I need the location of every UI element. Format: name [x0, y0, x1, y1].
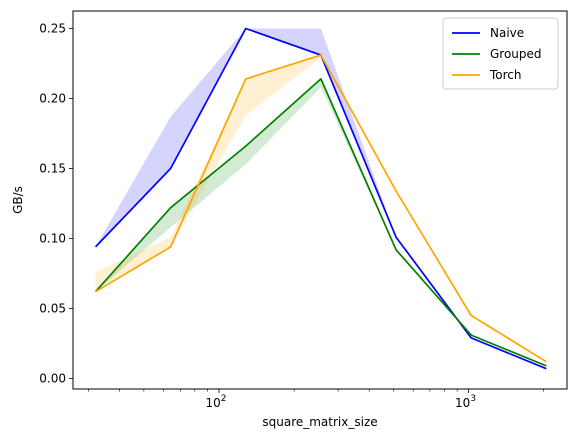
y-tick-label: 0.05: [39, 302, 66, 316]
y-axis-label: GB/s: [11, 186, 25, 214]
confidence-bands: [95, 28, 547, 369]
y-tick-label: 0.10: [39, 232, 66, 246]
legend: Naive Grouped Torch: [442, 17, 559, 90]
band-grouped: [95, 78, 547, 366]
y-tick-label: 0.00: [39, 372, 66, 386]
x-axis: 102 103: [88, 389, 544, 410]
x-tick-label: 102: [205, 394, 226, 410]
legend-label-torch: Torch: [489, 68, 522, 82]
plot-frame: [72, 10, 568, 390]
y-tick-label: 0.15: [39, 162, 66, 176]
line-torch: [95, 54, 547, 363]
y-axis: 0.00 0.05 0.10 0.15 0.20 0.25: [39, 22, 73, 386]
x-tick-label: 103: [455, 394, 476, 410]
y-tick-label: 0.25: [39, 22, 66, 36]
legend-label-naive: Naive: [490, 26, 524, 40]
series-lines: [94, 27, 547, 370]
x-axis-label: square_matrix_size: [262, 415, 377, 429]
legend-label-grouped: Grouped: [490, 47, 542, 61]
y-tick-label: 0.20: [39, 92, 66, 106]
band-torch: [95, 53, 547, 362]
legend-box: [442, 17, 559, 90]
line-grouped: [94, 78, 547, 367]
